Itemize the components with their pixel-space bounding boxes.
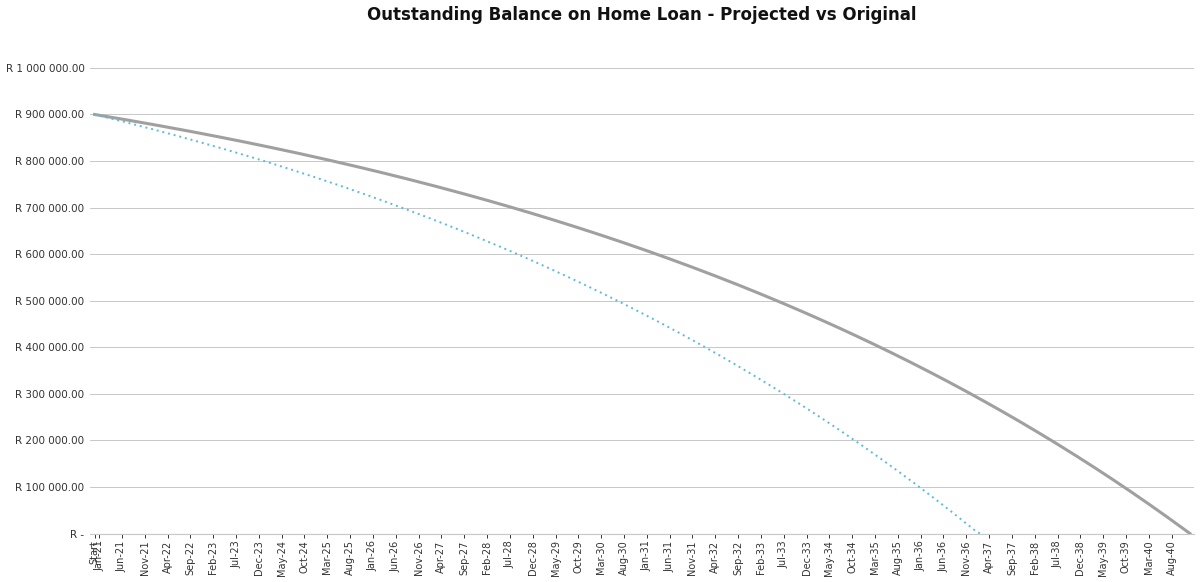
Title: Outstanding Balance on Home Loan - Projected vs Original: Outstanding Balance on Home Loan - Proje… — [367, 6, 917, 23]
